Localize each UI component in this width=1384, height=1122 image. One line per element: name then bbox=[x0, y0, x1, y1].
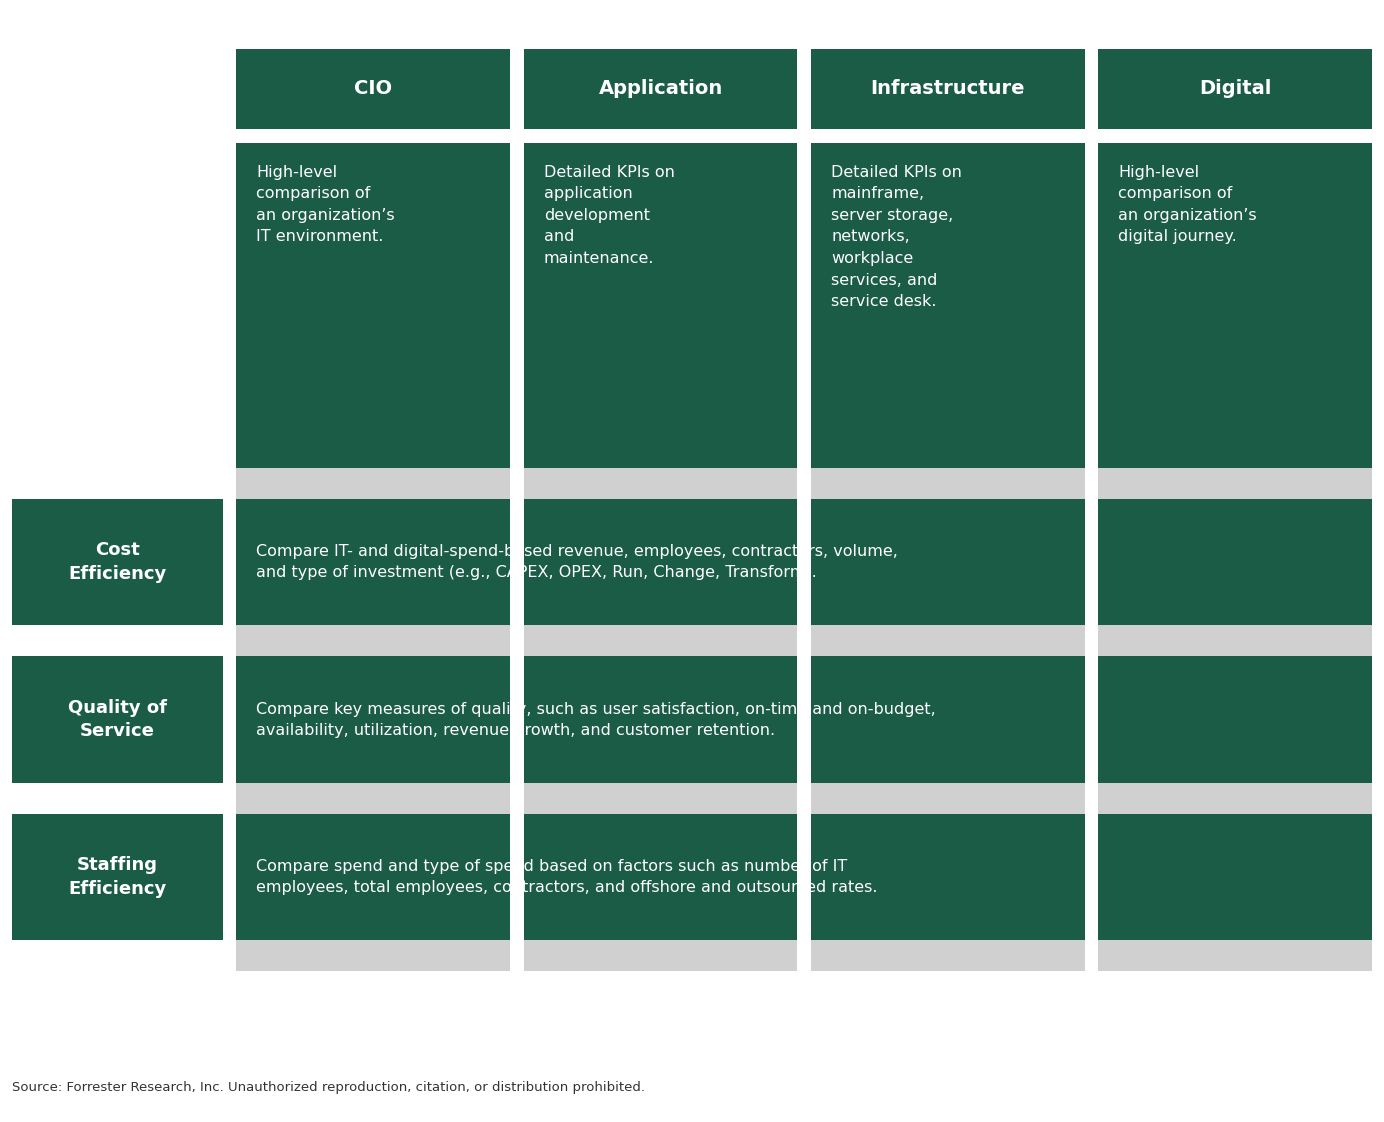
Bar bbox=[797, 656, 811, 783]
Bar bbox=[797, 498, 811, 625]
Bar bbox=[511, 468, 523, 498]
Bar bbox=[237, 468, 1372, 498]
Bar bbox=[523, 142, 797, 468]
Text: Staffing
Efficiency: Staffing Efficiency bbox=[68, 856, 166, 898]
Text: Compare IT- and digital-spend-based revenue, employees, contractors, volume,
and: Compare IT- and digital-spend-based reve… bbox=[256, 544, 898, 580]
Text: Source: Forrester Research, Inc. Unauthorized reproduction, citation, or distrib: Source: Forrester Research, Inc. Unautho… bbox=[12, 1080, 645, 1094]
Bar bbox=[797, 625, 811, 656]
Bar bbox=[1099, 48, 1372, 129]
Bar bbox=[511, 940, 523, 972]
Bar bbox=[1085, 656, 1099, 783]
Bar bbox=[797, 468, 811, 498]
Bar bbox=[12, 813, 223, 940]
Text: High-level
comparison of
an organization’s
IT environment.: High-level comparison of an organization… bbox=[256, 165, 394, 245]
Bar bbox=[1085, 625, 1099, 656]
Bar bbox=[511, 656, 523, 783]
Bar bbox=[237, 940, 1372, 972]
Bar bbox=[1085, 783, 1099, 813]
Bar bbox=[511, 813, 523, 940]
Bar bbox=[237, 48, 511, 129]
Text: Compare spend and type of spend based on factors such as number of IT
employees,: Compare spend and type of spend based on… bbox=[256, 859, 877, 895]
Bar bbox=[237, 813, 1372, 940]
Text: Digital: Digital bbox=[1199, 80, 1272, 99]
Bar bbox=[523, 48, 797, 129]
Text: Detailed KPIs on
application
development
and
maintenance.: Detailed KPIs on application development… bbox=[544, 165, 674, 266]
Bar bbox=[511, 498, 523, 625]
Bar bbox=[237, 656, 1372, 783]
Bar bbox=[1099, 142, 1372, 468]
Bar bbox=[237, 142, 511, 468]
Bar bbox=[511, 783, 523, 813]
Bar bbox=[237, 625, 1372, 656]
Text: Quality of
Service: Quality of Service bbox=[68, 699, 167, 741]
Text: Cost
Efficiency: Cost Efficiency bbox=[68, 541, 166, 582]
Text: CIO: CIO bbox=[354, 80, 392, 99]
Bar bbox=[797, 940, 811, 972]
Text: Detailed KPIs on
mainframe,
server storage,
networks,
workplace
services, and
se: Detailed KPIs on mainframe, server stora… bbox=[830, 165, 962, 310]
Text: Compare key measures of quality, such as user satisfaction, on-time and on-budge: Compare key measures of quality, such as… bbox=[256, 701, 936, 737]
Bar bbox=[811, 48, 1085, 129]
Bar bbox=[237, 783, 1372, 813]
Bar bbox=[511, 625, 523, 656]
Bar bbox=[797, 813, 811, 940]
Bar bbox=[12, 656, 223, 783]
Text: Infrastructure: Infrastructure bbox=[871, 80, 1026, 99]
Bar bbox=[1085, 940, 1099, 972]
Bar bbox=[811, 142, 1085, 468]
Bar bbox=[1085, 813, 1099, 940]
Bar bbox=[1085, 498, 1099, 625]
Bar bbox=[12, 498, 223, 625]
Text: High-level
comparison of
an organization’s
digital journey.: High-level comparison of an organization… bbox=[1118, 165, 1257, 245]
Bar bbox=[1085, 468, 1099, 498]
Text: Application: Application bbox=[598, 80, 722, 99]
Bar bbox=[797, 783, 811, 813]
Bar bbox=[237, 498, 1372, 625]
